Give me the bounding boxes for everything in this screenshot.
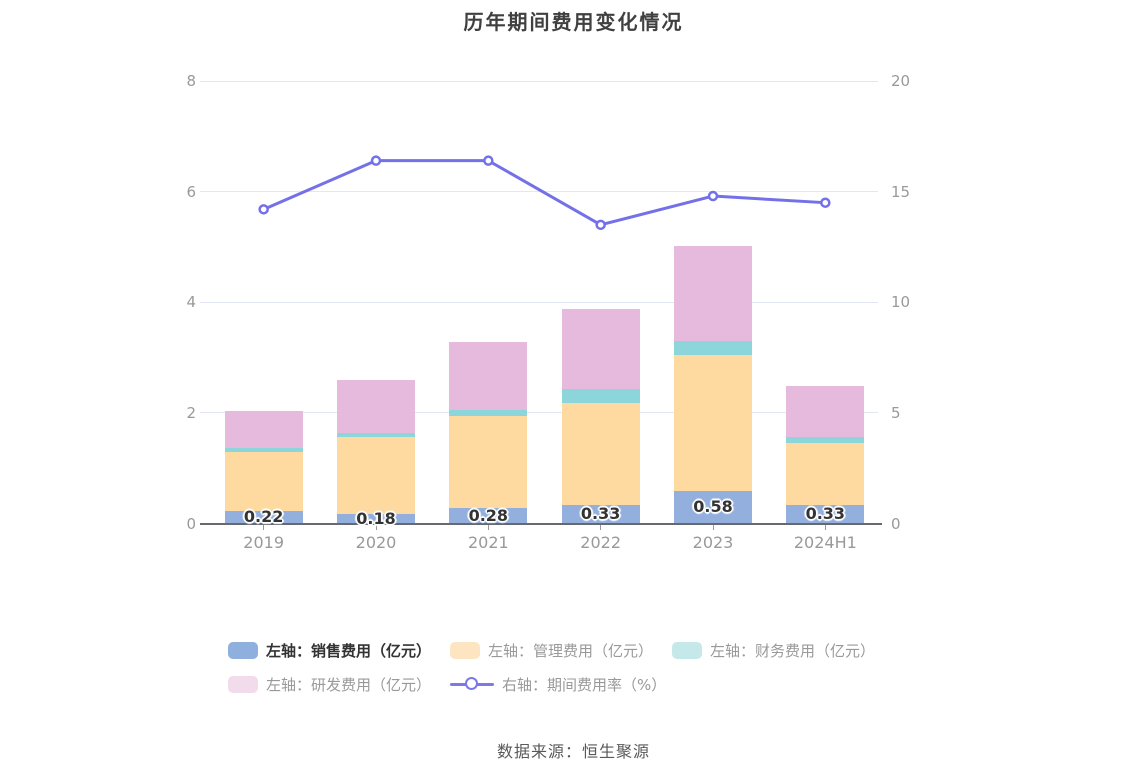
left-axis-tick-2: 2 bbox=[186, 403, 196, 422]
legend-label-rd: 左轴：研发费用（亿元） bbox=[266, 675, 432, 694]
bar-segment-2021 bbox=[449, 508, 528, 524]
legend-item-management[interactable]: 左轴：管理费用（亿元） bbox=[450, 638, 653, 662]
bar-segment-2024H1 bbox=[786, 442, 865, 506]
x-axis-tick-2020 bbox=[375, 524, 377, 530]
legend-item-sales[interactable]: 左轴：销售费用（亿元） bbox=[228, 638, 431, 662]
legend-swatch-sales bbox=[228, 641, 258, 659]
x-axis-tick-2019 bbox=[263, 524, 265, 530]
bar-segment-2024H1 bbox=[786, 505, 865, 524]
bar-value-label-2020: 0.18 bbox=[356, 508, 396, 528]
chart-title: 历年期间费用变化情况 bbox=[463, 10, 684, 34]
legend-line-icon bbox=[450, 675, 495, 693]
bar-segment-2024H1 bbox=[786, 386, 865, 438]
right-axis-tick-15: 15 bbox=[891, 182, 911, 201]
x-axis-tick-2022 bbox=[600, 524, 602, 530]
left-axis-tick-8: 8 bbox=[186, 72, 196, 90]
legend-item-financial[interactable]: 左轴：财务费用（亿元） bbox=[672, 638, 875, 662]
x-axis-label-2020: 2020 bbox=[355, 533, 397, 552]
bar-segment-2022 bbox=[561, 389, 640, 404]
x-axis-label-2021: 2021 bbox=[467, 533, 509, 552]
right-axis-tick-20: 20 bbox=[891, 72, 911, 90]
bar-value-label-2019: 0.22 bbox=[243, 507, 284, 527]
expense-rate-point-2020 bbox=[370, 155, 382, 166]
x-axis-label-2019: 2019 bbox=[243, 533, 285, 552]
legend-row-2: 左轴：研发费用（亿元） 右轴：期间费用率（%） bbox=[228, 672, 875, 696]
bar-segment-2023 bbox=[674, 340, 752, 355]
bar-segment-2019 bbox=[224, 448, 303, 453]
bar-segment-2023 bbox=[674, 491, 752, 524]
bar-segment-2019 bbox=[224, 511, 303, 524]
legend-item-expense-rate[interactable]: 右轴：期间费用率（%） bbox=[450, 672, 666, 696]
data-source: 数据来源：恒生聚源 bbox=[496, 742, 650, 761]
x-axis-label-2024H1: 2024H1 bbox=[793, 533, 857, 552]
bar-segment-2022 bbox=[561, 403, 640, 506]
bar-segment-2021 bbox=[449, 416, 528, 508]
x-axis-label-2023: 2023 bbox=[692, 533, 734, 552]
x-axis-tick-2023 bbox=[712, 524, 714, 530]
legend-swatch-management bbox=[450, 641, 481, 659]
bar-segment-2020 bbox=[337, 380, 415, 433]
expense-rate-point-2023 bbox=[707, 190, 719, 202]
bar-value-label-2021: 0.28 bbox=[468, 505, 509, 525]
bar-value-label-2022: 0.33 bbox=[580, 504, 621, 524]
gridline-left-2 bbox=[200, 412, 878, 414]
bar-segment-2023 bbox=[674, 354, 752, 492]
bar-segment-2020 bbox=[337, 513, 415, 524]
legend: 左轴：销售费用（亿元） 左轴：管理费用（亿元） 左轴：财务费用（亿元） 左轴：研发费用… bbox=[228, 638, 875, 696]
legend-swatch-financial bbox=[672, 641, 703, 659]
x-axis-label-2022: 2022 bbox=[580, 533, 622, 552]
x-axis-line bbox=[200, 522, 882, 525]
legend-row-1: 左轴：销售费用（亿元） 左轴：管理费用（亿元） 左轴：财务费用（亿元） bbox=[228, 638, 875, 662]
bar-segment-2023 bbox=[674, 245, 752, 341]
expense-rate-point-2019 bbox=[258, 204, 269, 215]
bar-segment-2020 bbox=[337, 437, 415, 514]
bar-segment-2022 bbox=[561, 505, 640, 524]
expense-rate-line bbox=[262, 159, 827, 227]
bar-value-label-2024H1: 0.33 bbox=[805, 504, 846, 524]
gridline-left-4 bbox=[200, 301, 878, 303]
legend-swatch-rd bbox=[228, 675, 258, 693]
right-axis-tick-0: 0 bbox=[891, 514, 901, 533]
left-axis-tick-6: 6 bbox=[186, 182, 196, 201]
expense-rate-point-2021 bbox=[483, 155, 494, 166]
legend-label-management: 左轴：管理费用（亿元） bbox=[488, 641, 654, 660]
left-axis-tick-0: 0 bbox=[186, 514, 196, 533]
right-axis-tick-10: 10 bbox=[891, 293, 911, 312]
legend-label-financial: 左轴：财务费用（亿元） bbox=[710, 641, 876, 660]
bar-segment-2021 bbox=[449, 410, 528, 417]
legend-label-expense-rate: 右轴：期间费用率（%） bbox=[502, 675, 667, 694]
legend-line-marker bbox=[465, 677, 479, 690]
right-axis-tick-5: 5 bbox=[891, 403, 901, 422]
bar-segment-2024H1 bbox=[786, 437, 865, 443]
bar-value-label-2023: 0.58 bbox=[693, 497, 733, 517]
legend-item-rd[interactable]: 左轴：研发费用（亿元） bbox=[228, 672, 431, 696]
bar-segment-2021 bbox=[449, 342, 528, 411]
expense-rate-point-2022 bbox=[595, 219, 606, 231]
gridline-left-8 bbox=[200, 80, 878, 82]
x-axis-tick-2021 bbox=[487, 524, 489, 530]
bar-segment-2019 bbox=[224, 410, 303, 449]
gridline-left-6 bbox=[200, 191, 878, 193]
bar-segment-2020 bbox=[337, 432, 415, 438]
x-axis-tick-2024H1 bbox=[824, 524, 826, 530]
expense-rate-point-2024H1 bbox=[820, 197, 831, 208]
bar-segment-2022 bbox=[561, 309, 640, 390]
left-axis-tick-4: 4 bbox=[186, 293, 196, 312]
bar-segment-2019 bbox=[224, 452, 303, 512]
legend-label-sales: 左轴：销售费用（亿元） bbox=[266, 641, 432, 660]
